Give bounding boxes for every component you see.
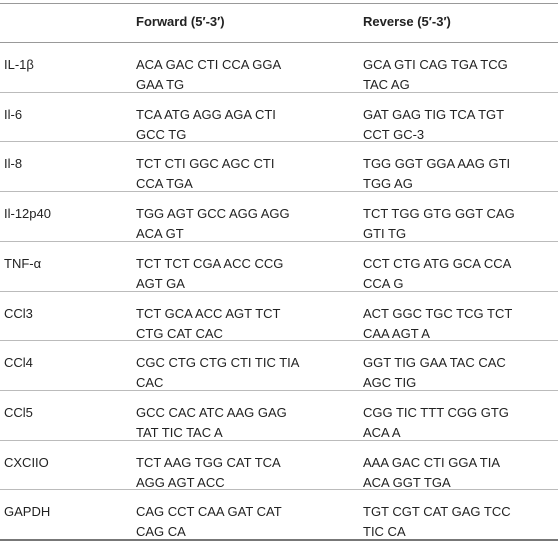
primer-sequence: CGG TIC TTT CGG GTG bbox=[363, 404, 509, 420]
primer-sequence: CAA AGT A bbox=[363, 325, 430, 341]
primer-sequence: ACA GGT TGA bbox=[363, 474, 451, 490]
primer-sequence: GAT GAG TIG TCA TGT bbox=[363, 106, 505, 122]
primer-sequence: CCA G bbox=[363, 275, 404, 291]
primer-sequence: TCA ATG AGG AGA CTI bbox=[136, 106, 276, 122]
primer-sequence: AGC TIG bbox=[363, 375, 417, 391]
primer-sequence: TCT CTI GGC AGC CTI bbox=[136, 156, 275, 172]
primer-sequence: TGG AG bbox=[363, 176, 413, 192]
primer-sequence: CGC CTG CTG CTI TIC TIA bbox=[136, 355, 300, 371]
primer-sequence: ACA GAC CTI CCA GGA bbox=[136, 57, 282, 72]
primer-sequence: AGG AGT ACC bbox=[136, 474, 225, 490]
row-label: CXCIIO bbox=[4, 454, 49, 470]
primer-sequence: TCT GCA ACC AGT TCT bbox=[136, 305, 281, 321]
header-rule bbox=[0, 42, 558, 43]
primer-sequence: GTI TG bbox=[363, 226, 407, 242]
row-label: Il-8 bbox=[4, 156, 23, 172]
primer-sequence: CCT GC-3 bbox=[363, 126, 425, 142]
row-label: TNF-α bbox=[4, 255, 42, 271]
header-cell: Forward (5′-3′) bbox=[136, 14, 225, 29]
primer-sequence: GCC CAC ATC AAG GAG bbox=[136, 404, 287, 420]
primer-sequence: TCT TCT CGA ACC CCG bbox=[136, 255, 284, 271]
primer-sequence: TAC AG bbox=[363, 77, 410, 92]
row-rule bbox=[0, 240, 558, 242]
row-rule bbox=[0, 340, 558, 342]
primer-sequence: ACA A bbox=[363, 424, 401, 440]
row-label: Il-12p40 bbox=[4, 206, 51, 222]
primer-sequence: CAC bbox=[136, 375, 164, 391]
row-label: CCl3 bbox=[4, 305, 33, 321]
header-cell: Reverse (5′-3′) bbox=[363, 14, 451, 29]
primer-sequence: GCC TG bbox=[136, 126, 187, 142]
row-label: GAPDH bbox=[4, 504, 51, 520]
primer-sequence: AAA GAC CTI GGA TIA bbox=[363, 454, 501, 470]
primer-sequence: TIC CA bbox=[363, 524, 406, 540]
bottom-rule bbox=[0, 539, 558, 541]
row-rule bbox=[0, 290, 558, 292]
row-rule bbox=[0, 439, 558, 441]
primer-sequence: CCT CTG ATG GCA CCA bbox=[363, 255, 512, 271]
primer-sequence: TCT TGG GTG GGT CAG bbox=[363, 206, 515, 222]
primer-sequence: TCT AAG TGG CAT TCA bbox=[136, 454, 281, 470]
primer-sequence: CAG CA bbox=[136, 524, 186, 540]
primer-sequence: TGT CGT CAT GAG TCC bbox=[363, 504, 511, 520]
primer-sequence: GGT TIG GAA TAC CAC bbox=[363, 355, 506, 371]
row-label: Il-6 bbox=[4, 106, 23, 122]
primer-sequence: CTG CAT CAC bbox=[136, 325, 223, 341]
primer-sequence: TAT TIC TAC A bbox=[136, 424, 223, 440]
primer-sequence: ACT GGC TGC TCG TCT bbox=[363, 305, 513, 321]
row-rule bbox=[0, 91, 558, 93]
primer-sequence: TGG AGT GCC AGG AGG bbox=[136, 206, 290, 222]
row-rule bbox=[0, 141, 558, 143]
primer-sequence: AGT GA bbox=[136, 275, 185, 291]
primer-sequence: GCA GTI CAG TGA TCG bbox=[363, 57, 508, 72]
row-label: CCl4 bbox=[4, 355, 33, 371]
row-rule bbox=[0, 489, 558, 491]
row-label: CCl5 bbox=[4, 404, 33, 420]
row-label: IL-1β bbox=[4, 57, 34, 72]
primer-sequence: GAA TG bbox=[136, 77, 185, 92]
primer-sequence: CCA TGA bbox=[136, 176, 193, 192]
primer-sequence: ACA GT bbox=[136, 226, 184, 242]
primer-sequence: TGG GGT GGA AAG GTI bbox=[363, 156, 511, 172]
top-rule bbox=[0, 3, 558, 4]
row-rule bbox=[0, 191, 558, 193]
row-rule bbox=[0, 389, 558, 391]
primer-sequence: CAG CCT CAA GAT CAT bbox=[136, 504, 282, 520]
